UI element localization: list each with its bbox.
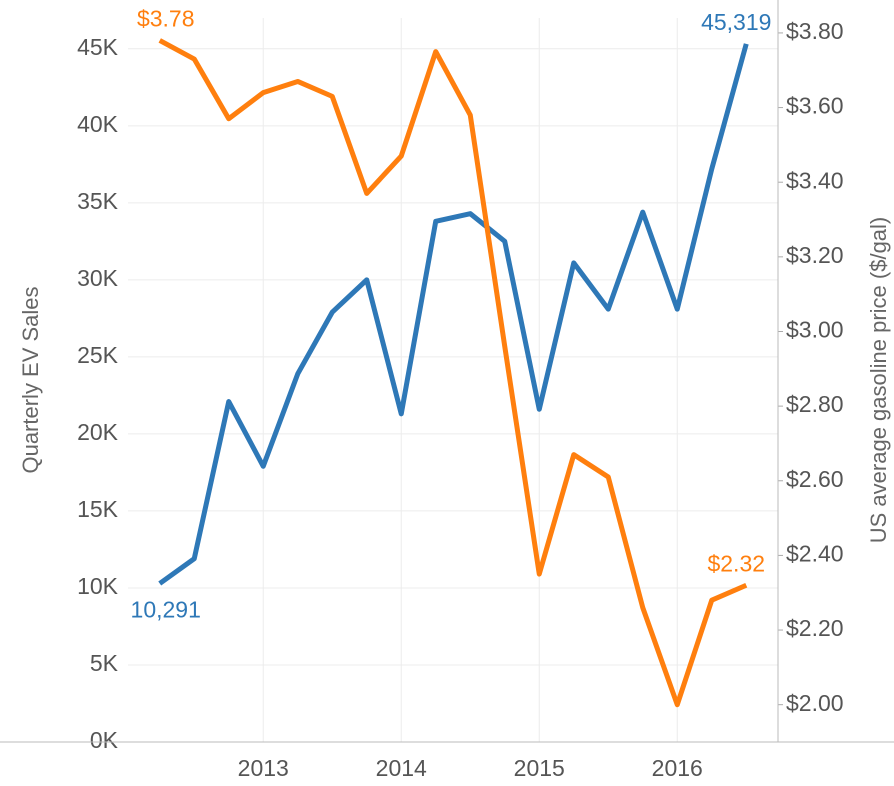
y2-tick-label: $3.40 [786,167,844,193]
y-tick-label: 30K [77,265,119,291]
x-tick-label: 2014 [376,755,427,781]
y2-tick-label: $3.80 [786,18,844,44]
y-tick-label: 40K [77,111,119,137]
data-label: 10,291 [131,597,201,623]
y-tick-label: 45K [77,34,119,60]
y-axis-label: Quarterly EV Sales [18,286,43,473]
y2-tick-label: $2.40 [786,540,844,566]
y-tick-label: 10K [77,573,119,599]
y2-tick-label: $3.20 [786,242,844,268]
data-label: $2.32 [707,550,765,576]
y-tick-label: 15K [77,496,119,522]
y-tick-label: 0K [90,727,119,753]
x-tick-label: 2015 [514,755,565,781]
y2-axis-label: US average gasoline price ($/gal) [866,217,891,544]
y2-tick-label: $2.00 [786,690,844,716]
series-line [158,43,749,586]
x-tick-label: 2013 [238,755,289,781]
y2-tick-label: $2.20 [786,615,844,641]
y-tick-label: 25K [77,342,119,368]
x-tick-label: 2016 [652,755,703,781]
data-label: 45,319 [701,9,771,35]
series-line [158,38,748,708]
y-tick-label: 35K [77,188,119,214]
y2-tick-label: $3.60 [786,93,844,119]
y2-tick-label: $2.80 [786,391,844,417]
data-label: $3.78 [137,5,195,31]
y-tick-label: 5K [90,650,119,676]
y2-tick-label: $3.00 [786,317,844,343]
y-tick-label: 20K [77,419,119,445]
y2-tick-label: $2.60 [786,466,844,492]
